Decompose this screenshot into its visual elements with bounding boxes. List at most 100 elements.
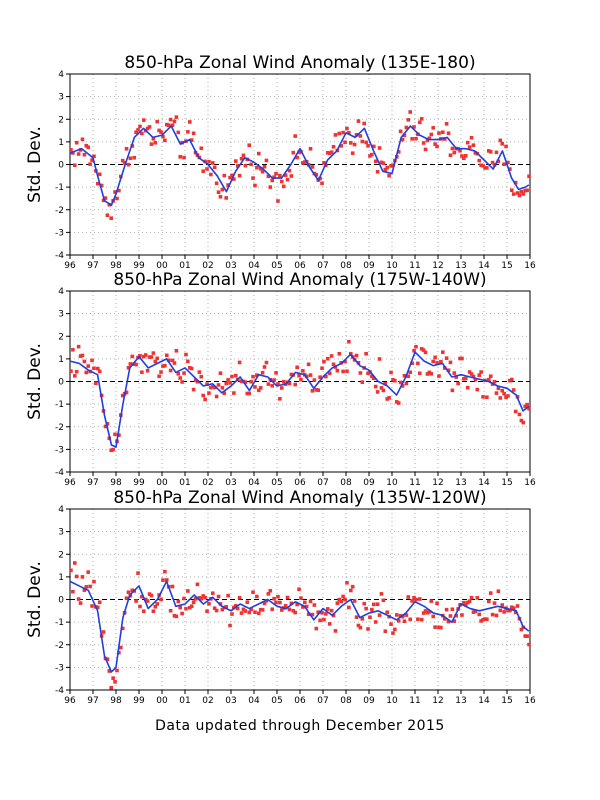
monthly-anomaly-point: [90, 158, 94, 162]
monthly-anomaly-point: [473, 151, 478, 155]
x-tick-label: 06: [294, 261, 306, 271]
monthly-anomaly-point: [490, 160, 495, 165]
monthly-anomaly-point: [297, 373, 301, 378]
monthly-anomaly-point: [417, 120, 422, 125]
monthly-anomaly-point: [233, 159, 238, 163]
x-tick-label: 12: [432, 696, 443, 706]
monthly-anomaly-point: [76, 152, 81, 156]
monthly-anomaly-point: [291, 150, 296, 155]
monthly-anomaly-point: [423, 147, 428, 152]
monthly-anomaly-point: [419, 116, 424, 121]
monthly-anomaly-point: [425, 372, 430, 376]
monthly-anomaly-point: [396, 150, 401, 154]
monthly-anomaly-point: [197, 596, 202, 600]
monthly-anomaly-point: [72, 561, 77, 565]
monthly-anomaly-point: [262, 601, 267, 606]
monthly-anomaly-point: [272, 596, 276, 601]
monthly-anomaly-point: [203, 159, 207, 164]
monthly-anomaly-point: [509, 377, 514, 382]
monthly-anomaly-point: [320, 181, 324, 186]
monthly-anomaly-point: [103, 424, 108, 429]
monthly-anomaly-point: [331, 362, 336, 367]
monthly-anomaly-point: [120, 158, 125, 163]
monthly-anomaly-point: [324, 374, 328, 379]
monthly-anomaly-point: [394, 613, 399, 617]
monthly-anomaly-point: [492, 379, 497, 384]
monthly-anomaly-point: [527, 174, 531, 179]
smoothed-anomaly-line: [69, 125, 530, 207]
monthly-anomaly-point: [404, 381, 409, 386]
monthly-anomaly-point: [214, 394, 219, 399]
y-axis-label: Std. Dev.: [25, 561, 45, 638]
monthly-anomaly-point: [272, 378, 276, 382]
x-tick-label: 12: [432, 261, 443, 271]
monthly-anomaly-point: [176, 130, 181, 135]
monthly-anomaly-point: [145, 368, 150, 373]
monthly-anomaly-point: [335, 601, 340, 605]
x-tick-label: 05: [271, 478, 282, 488]
monthly-anomaly-point: [385, 610, 390, 615]
monthly-anomaly-point: [406, 118, 411, 122]
monthly-anomaly-point: [218, 371, 223, 375]
monthly-anomaly-point: [111, 447, 115, 452]
monthly-anomaly-point: [320, 611, 324, 615]
monthly-anomaly-point: [249, 162, 253, 167]
y-tick-label: 1: [58, 138, 64, 148]
monthly-anomaly-point: [92, 366, 96, 371]
monthly-anomaly-point: [490, 612, 495, 617]
monthly-anomaly-point: [410, 361, 414, 366]
monthly-anomaly-point: [469, 372, 474, 376]
monthly-anomaly-point: [109, 216, 114, 220]
monthly-anomaly-point: [189, 604, 194, 608]
monthly-anomaly-point: [308, 373, 313, 377]
monthly-anomaly-point: [84, 370, 89, 375]
monthly-anomaly-point: [226, 378, 230, 382]
x-tick-label: 15: [501, 478, 512, 488]
monthly-anomaly-point: [417, 371, 422, 376]
monthly-anomaly-point: [111, 676, 115, 680]
monthly-anomaly-point: [141, 118, 146, 122]
monthly-anomaly-point: [115, 668, 119, 673]
x-tick-label: 16: [524, 478, 536, 488]
monthly-anomaly-point: [249, 607, 253, 612]
monthly-anomaly-point: [113, 190, 117, 194]
monthly-anomaly-point: [124, 596, 129, 601]
monthly-anomaly-point: [471, 610, 476, 614]
monthly-anomaly-point: [416, 617, 420, 622]
monthly-anomaly-point: [318, 618, 322, 623]
monthly-anomaly-point: [293, 610, 298, 615]
monthly-anomaly-point: [113, 432, 117, 437]
monthly-anomaly-point: [406, 374, 411, 379]
x-tick-label: 96: [64, 696, 76, 706]
monthly-anomaly-point: [283, 603, 288, 608]
monthly-anomaly-point: [325, 607, 330, 611]
monthly-anomaly-point: [285, 177, 290, 182]
monthly-anomaly-point: [268, 588, 273, 593]
monthly-anomaly-point: [276, 382, 280, 386]
monthly-anomaly-point: [283, 173, 288, 178]
monthly-anomaly-point: [109, 448, 114, 453]
monthly-anomaly-point: [377, 146, 382, 150]
monthly-anomaly-point: [498, 138, 503, 143]
monthly-anomaly-point: [502, 610, 506, 614]
monthly-anomaly-point: [147, 355, 152, 359]
monthly-anomaly-point: [448, 153, 453, 158]
monthly-anomaly-point: [210, 384, 215, 389]
monthly-anomaly-point: [498, 608, 503, 613]
x-tick-label: 14: [478, 261, 490, 271]
monthly-anomaly-point: [243, 380, 248, 384]
monthly-anomaly-point: [310, 165, 315, 169]
x-tick-label: 09: [363, 478, 375, 488]
monthly-anomaly-point: [400, 384, 405, 388]
monthly-anomaly-point: [414, 597, 418, 602]
monthly-anomaly-point: [291, 608, 296, 613]
monthly-anomaly-point: [306, 612, 311, 617]
y-tick-label: -1: [55, 618, 64, 628]
monthly-anomaly-point: [105, 421, 110, 426]
monthly-anomaly-point: [134, 130, 138, 135]
x-tick-label: 06: [294, 478, 306, 488]
x-tick-label: 08: [340, 261, 352, 271]
monthly-anomaly-point: [485, 395, 489, 400]
monthly-anomaly-point: [140, 131, 144, 136]
monthly-anomaly-point: [232, 605, 236, 610]
